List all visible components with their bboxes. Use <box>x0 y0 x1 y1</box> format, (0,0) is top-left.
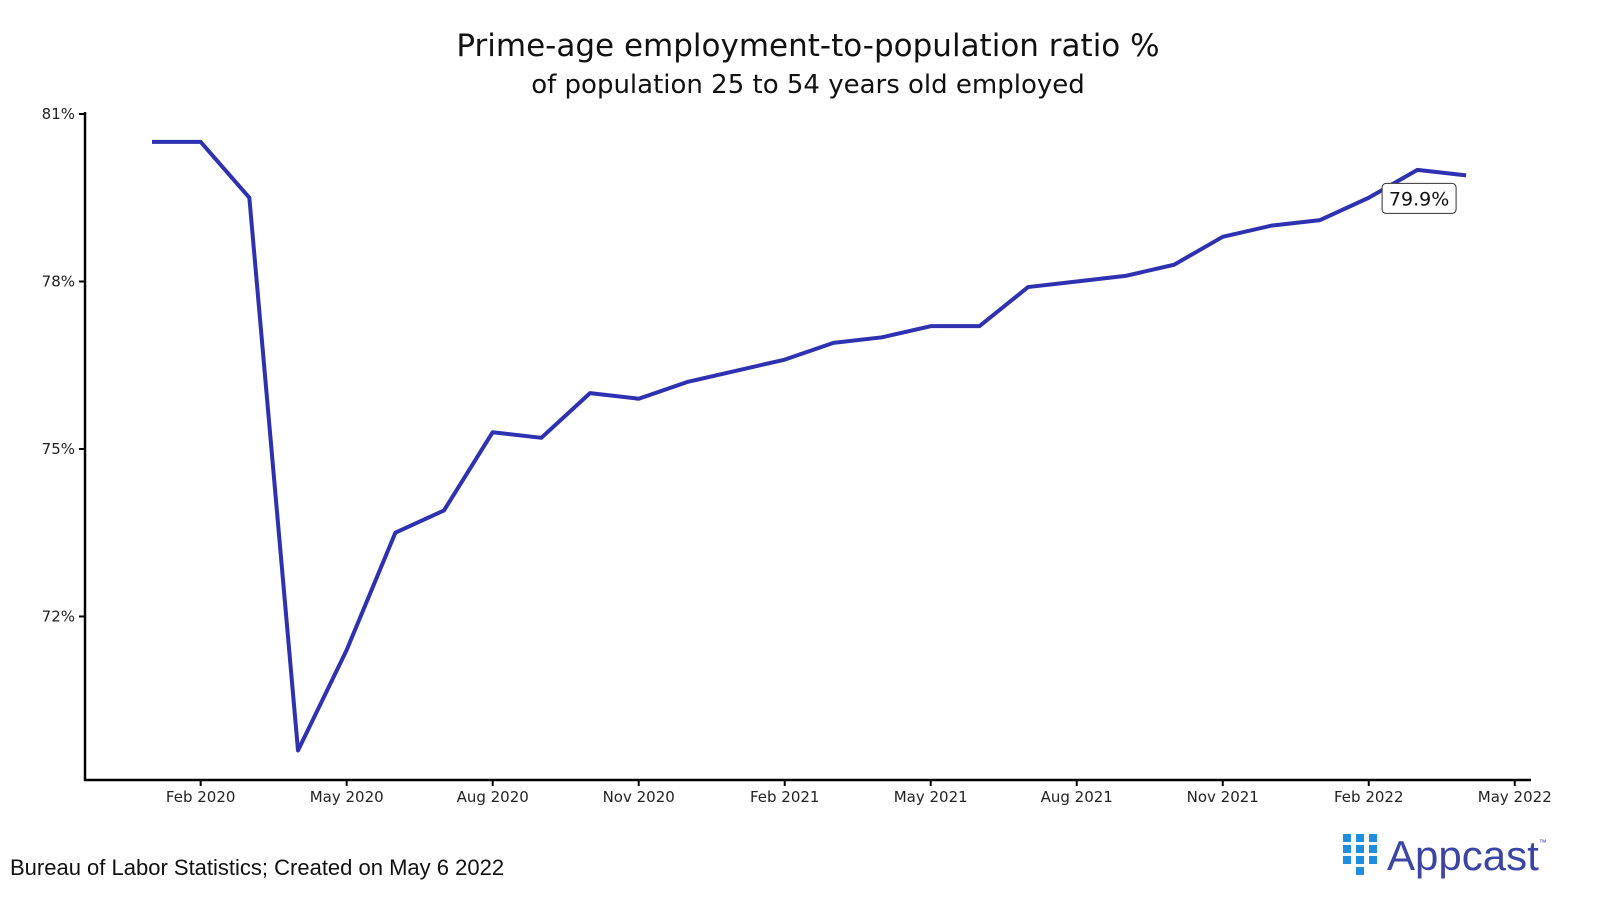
x-tick-label: May 2021 <box>894 788 968 806</box>
x-tick-label: May 2020 <box>310 788 384 806</box>
logo-dots-icon <box>1343 834 1377 875</box>
x-tick-label: Nov 2020 <box>603 788 675 806</box>
logo-dot <box>1356 856 1364 864</box>
x-tick-label: Feb 2022 <box>1334 788 1404 806</box>
y-tick-label: 72% <box>42 607 75 625</box>
series-line <box>152 139 1467 753</box>
appcast-logo: Appcast ™ <box>1343 832 1547 880</box>
y-tick-label: 81% <box>42 105 75 123</box>
logo-dot <box>1343 834 1351 842</box>
logo-dot <box>1343 845 1351 853</box>
chart-title: Prime-age employment-to-population ratio… <box>456 28 1160 64</box>
logo-dot <box>1356 867 1364 875</box>
x-tick-label: Feb 2021 <box>750 788 820 806</box>
annotation-box <box>1381 182 1457 214</box>
y-tick-label: 75% <box>42 440 75 458</box>
x-tick-label: Aug 2021 <box>1041 788 1113 806</box>
logo-dot <box>1356 834 1364 842</box>
chart-subtitle: of population 25 to 54 years old employe… <box>531 70 1085 100</box>
logo-dot <box>1343 856 1351 864</box>
x-tick-label: Aug 2020 <box>457 788 529 806</box>
logo-dot <box>1369 856 1377 864</box>
logo-dot <box>1369 845 1377 853</box>
logo-text: Appcast <box>1387 832 1539 879</box>
x-tick-label: Nov 2021 <box>1187 788 1259 806</box>
annotation-label: 79.9% <box>1389 188 1449 210</box>
source-caption: Bureau of Labor Statistics; Created on M… <box>10 855 505 880</box>
x-tick-label: Feb 2020 <box>166 788 236 806</box>
y-tick-label: 78% <box>42 272 75 290</box>
logo-dot <box>1369 834 1377 842</box>
logo-dot <box>1356 845 1364 853</box>
x-tick-label: May 2022 <box>1478 788 1552 806</box>
logo-trademark: ™ <box>1538 838 1547 847</box>
